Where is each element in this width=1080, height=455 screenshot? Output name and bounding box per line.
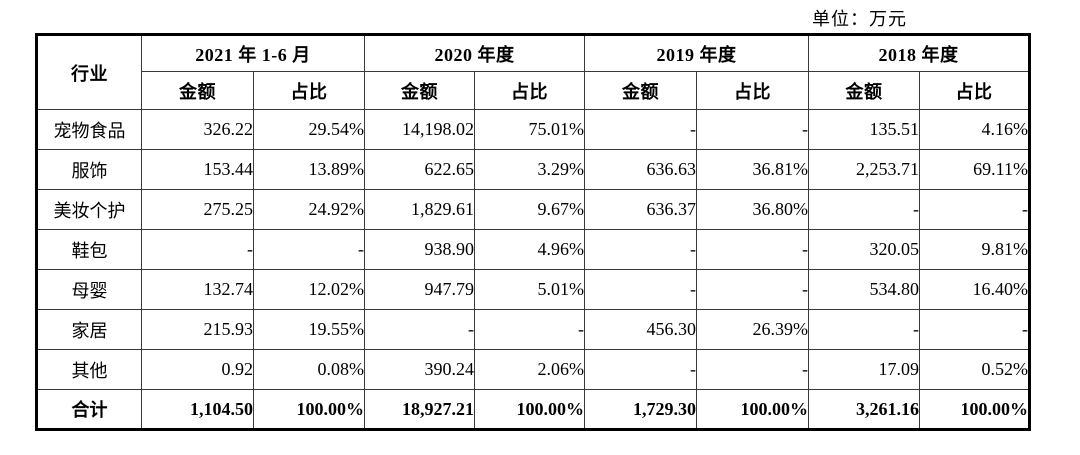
value-cell: 1,104.50	[141, 389, 254, 430]
value-cell: 2,253.71	[808, 149, 920, 190]
value-cell: 4.96%	[474, 229, 585, 270]
value-cell: 3.29%	[474, 149, 585, 190]
value-cell: -	[696, 109, 809, 150]
value-cell: -	[696, 229, 809, 270]
value-cell: 938.90	[364, 229, 475, 270]
value-cell: 100.00%	[253, 389, 365, 430]
value-cell: 0.52%	[919, 349, 1030, 390]
value-cell: 326.22	[141, 109, 254, 150]
value-cell: 215.93	[141, 309, 254, 350]
value-cell: 0.92	[141, 349, 254, 390]
value-cell: 100.00%	[919, 389, 1030, 430]
table-row: 美妆个护 275.25 24.92% 1,829.61 9.67% 636.37…	[36, 189, 1030, 230]
value-cell: 3,261.16	[808, 389, 920, 430]
value-cell: 17.09	[808, 349, 920, 390]
amount-header-2021: 金额	[141, 71, 254, 110]
value-cell: 5.01%	[474, 269, 585, 310]
value-cell: 947.79	[364, 269, 475, 310]
value-cell: 135.51	[808, 109, 920, 150]
value-cell: -	[584, 229, 697, 270]
industry-column-header: 行业	[36, 34, 142, 110]
ratio-header-2019: 占比	[696, 71, 809, 110]
period-header-2021: 2021 年 1-6 月	[141, 34, 365, 72]
value-cell: -	[696, 269, 809, 310]
value-cell: 19.55%	[253, 309, 365, 350]
value-cell: 390.24	[364, 349, 475, 390]
industry-cell: 合计	[36, 389, 142, 430]
amount-header-2020: 金额	[364, 71, 475, 110]
table-row: 宠物食品 326.22 29.54% 14,198.02 75.01% - - …	[36, 109, 1030, 150]
value-cell: 1,729.30	[584, 389, 697, 430]
value-cell: 13.89%	[253, 149, 365, 190]
industry-cell: 服饰	[36, 149, 142, 190]
value-cell: 0.08%	[253, 349, 365, 390]
table-row: 其他 0.92 0.08% 390.24 2.06% - - 17.09 0.5…	[36, 349, 1030, 390]
table-row: 家居 215.93 19.55% - - 456.30 26.39% - -	[36, 309, 1030, 350]
table-row: 鞋包 - - 938.90 4.96% - - 320.05 9.81%	[36, 229, 1030, 270]
value-cell: -	[808, 309, 920, 350]
period-header-2018: 2018 年度	[808, 34, 1030, 72]
value-cell: 18,927.21	[364, 389, 475, 430]
value-cell: 456.30	[584, 309, 697, 350]
value-cell: 12.02%	[253, 269, 365, 310]
value-cell: 24.92%	[253, 189, 365, 230]
value-cell: 153.44	[141, 149, 254, 190]
value-cell: 100.00%	[474, 389, 585, 430]
value-cell: -	[364, 309, 475, 350]
value-cell: 636.37	[584, 189, 697, 230]
industry-cell: 母婴	[36, 269, 142, 310]
value-cell: -	[474, 309, 585, 350]
industry-breakdown-table: 行业 2021 年 1-6 月 2020 年度 2019 年度 2018 年度 …	[35, 33, 1031, 431]
value-cell: -	[919, 309, 1030, 350]
value-cell: 534.80	[808, 269, 920, 310]
ratio-header-2018: 占比	[919, 71, 1030, 110]
table-row-total: 合计 1,104.50 100.00% 18,927.21 100.00% 1,…	[36, 389, 1030, 430]
industry-cell: 宠物食品	[36, 109, 142, 150]
period-header-2019: 2019 年度	[584, 34, 809, 72]
industry-cell: 家居	[36, 309, 142, 350]
period-header-2020: 2020 年度	[364, 34, 585, 72]
value-cell: 100.00%	[696, 389, 809, 430]
amount-header-2018: 金额	[808, 71, 920, 110]
value-cell: -	[584, 349, 697, 390]
value-cell: 14,198.02	[364, 109, 475, 150]
value-cell: 36.80%	[696, 189, 809, 230]
industry-cell: 其他	[36, 349, 142, 390]
value-cell: 132.74	[141, 269, 254, 310]
value-cell: -	[696, 349, 809, 390]
value-cell: 275.25	[141, 189, 254, 230]
header-row-subcolumns: 金额 占比 金额 占比 金额 占比 金额 占比	[37, 71, 1030, 110]
value-cell: -	[253, 229, 365, 270]
value-cell: 9.67%	[474, 189, 585, 230]
value-cell: 29.54%	[253, 109, 365, 150]
value-cell: -	[808, 189, 920, 230]
table-row: 母婴 132.74 12.02% 947.79 5.01% - - 534.80…	[36, 269, 1030, 310]
value-cell: -	[141, 229, 254, 270]
ratio-header-2020: 占比	[474, 71, 585, 110]
industry-cell: 美妆个护	[36, 189, 142, 230]
value-cell: 16.40%	[919, 269, 1030, 310]
header-row-periods: 行业 2021 年 1-6 月 2020 年度 2019 年度 2018 年度	[36, 34, 1030, 110]
value-cell: 69.11%	[919, 149, 1030, 190]
value-cell: -	[584, 269, 697, 310]
value-cell: 1,829.61	[364, 189, 475, 230]
value-cell: 4.16%	[919, 109, 1030, 150]
value-cell: 26.39%	[696, 309, 809, 350]
amount-header-2019: 金额	[584, 71, 697, 110]
value-cell: 75.01%	[474, 109, 585, 150]
ratio-header-2021: 占比	[253, 71, 365, 110]
value-cell: 36.81%	[696, 149, 809, 190]
value-cell: -	[584, 109, 697, 150]
value-cell: 636.63	[584, 149, 697, 190]
value-cell: 9.81%	[919, 229, 1030, 270]
value-cell: 2.06%	[474, 349, 585, 390]
value-cell: 622.65	[364, 149, 475, 190]
table-row: 服饰 153.44 13.89% 622.65 3.29% 636.63 36.…	[36, 149, 1030, 190]
value-cell: 320.05	[808, 229, 920, 270]
unit-label: 单位：万元	[812, 9, 907, 29]
industry-cell: 鞋包	[36, 229, 142, 270]
value-cell: -	[919, 189, 1030, 230]
